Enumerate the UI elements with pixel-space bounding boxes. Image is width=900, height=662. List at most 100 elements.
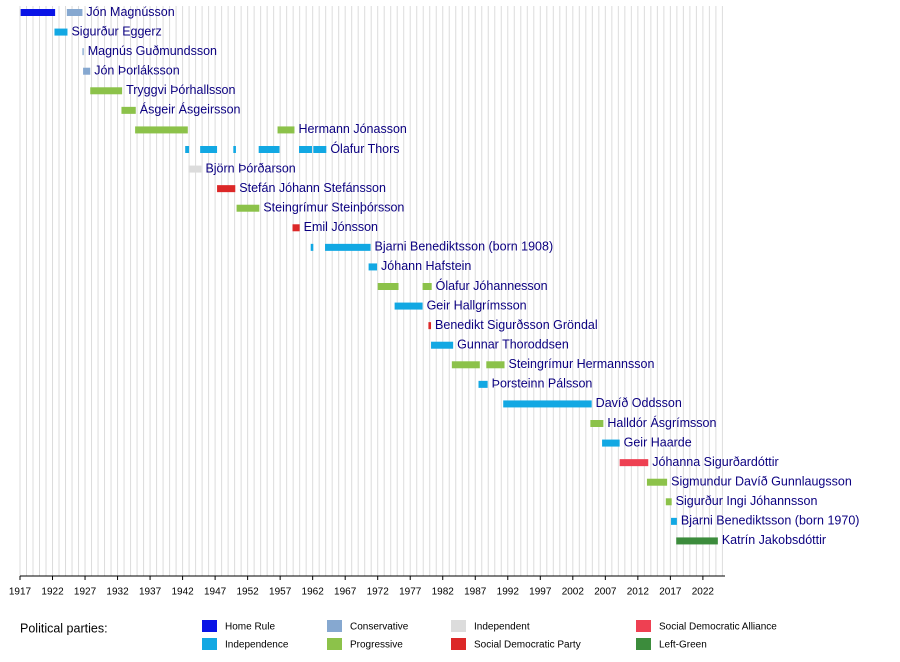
term-bar [66,9,83,16]
term-bar [310,243,314,251]
pm-name: Geir Hallgrímsson [427,298,527,312]
term-bar [54,28,68,36]
legend-swatch [636,620,651,632]
term-bar [602,439,620,447]
x-tick-label: 1957 [269,587,292,598]
term-bar [665,498,672,506]
pm-name: Benedikt Sigurðsson Gröndal [435,318,598,332]
term-bar [20,9,56,16]
legend-label: Conservative [350,622,409,633]
x-tick-label: 1972 [367,587,390,598]
x-tick-label: 1937 [139,587,162,598]
term-bar [590,420,604,427]
legend-swatch [451,638,466,650]
x-tick-label: 1947 [204,587,227,598]
term-bar [671,517,677,525]
x-tick-label: 1997 [529,587,552,598]
term-bar [233,146,236,153]
term-bar [478,380,488,388]
pm-name: Jón Magnússon [86,5,174,19]
legend-swatch [202,638,217,650]
x-tick-label: 2022 [692,587,715,598]
pm-name: Hermann Jónasson [298,122,406,136]
legend-label: Independent [474,622,530,633]
legend-swatch [327,620,342,632]
term-bar [188,165,202,173]
legend-label: Independence [225,640,289,651]
term-bar [313,146,327,153]
x-tick-label: 2017 [659,587,682,598]
term-bar [83,67,91,75]
term-bar [368,263,378,271]
legend-label: Social Democratic Party [474,640,581,651]
term-bar [422,283,432,290]
x-tick-label: 1927 [74,587,97,598]
term-bar [325,243,371,251]
term-bar [135,126,188,134]
x-tick-label: 2002 [562,587,585,598]
x-tick-label: 1922 [41,587,64,598]
pm-name: Ólafur Jóhannesson [436,278,548,293]
term-bar [90,87,123,95]
term-bar [292,224,300,232]
legend-label: Progressive [350,640,403,651]
term-bar [431,341,454,349]
legend-swatch [327,638,342,650]
legend-label: Social Democratic Alliance [659,622,777,633]
x-tick-label: 1932 [106,587,129,598]
term-bar [277,126,295,134]
pm-name: Katrín Jakobsdóttir [722,533,826,547]
x-tick-label: 1967 [334,587,357,598]
legend-label: Home Rule [225,622,275,633]
legend-swatch [451,620,466,632]
pm-name: Steingrímur Hermannsson [509,357,655,371]
term-bar [258,146,280,153]
x-tick-label: 1952 [237,587,260,598]
term-bar [217,185,236,193]
pm-name: Sigurður Eggerz [71,24,161,38]
pm-name: Sigmundur Davíð Gunnlaugsson [671,475,852,489]
term-bar [121,106,136,114]
term-bar [377,283,399,290]
term-bar [451,361,480,369]
legend-title: Political parties: [20,621,108,635]
pm-name: Ásgeir Ásgeirsson [140,102,241,117]
pm-name: Jóhanna Sigurðardóttir [652,455,778,469]
pm-name: Magnús Guðmundsson [88,44,217,58]
x-tick-label: 1917 [9,587,32,598]
pm-name: Jóhann Hafstein [381,259,471,273]
pm-name: Bjarni Benediktsson (born 1970) [681,514,860,528]
legend-swatch [636,638,651,650]
term-bar [394,302,423,310]
x-tick-label: 1982 [432,587,455,598]
legend-swatch [202,620,217,632]
x-tick-label: 1962 [302,587,325,598]
term-bar [236,204,260,212]
pm-name: Tryggvi Þórhallsson [126,83,235,97]
x-tick-label: 2012 [627,587,650,598]
pm-name: Stefán Jóhann Stefánsson [239,181,386,195]
term-bar [428,322,432,330]
term-bar [676,537,718,545]
term-bar [503,400,592,408]
term-bar [619,459,649,467]
pm-name: Gunnar Thoroddsen [457,338,569,352]
pm-name: Geir Haarde [624,435,692,449]
pm-name: Emil Jónsson [304,220,378,234]
pm-name: Þorsteinn Pálsson [492,377,593,391]
term-bar [299,146,313,153]
pm-name: Sigurður Ingi Jóhannsson [676,494,818,508]
legend-label: Left-Green [659,640,707,651]
pm-name: Bjarni Benediktsson (born 1908) [375,240,554,254]
term-bar [82,48,84,56]
pm-name: Halldór Ásgrímsson [607,415,716,430]
pm-name: Ólafur Thors [330,141,399,156]
pm-name: Davíð Oddsson [596,396,682,410]
pm-name: Steingrímur Steinþórsson [263,201,404,215]
x-tick-label: 1992 [497,587,520,598]
x-tick-label: 1942 [171,587,194,598]
term-bar [185,146,190,153]
pm-name: Björn Þórðarson [205,161,295,175]
x-tick-label: 1987 [464,587,487,598]
